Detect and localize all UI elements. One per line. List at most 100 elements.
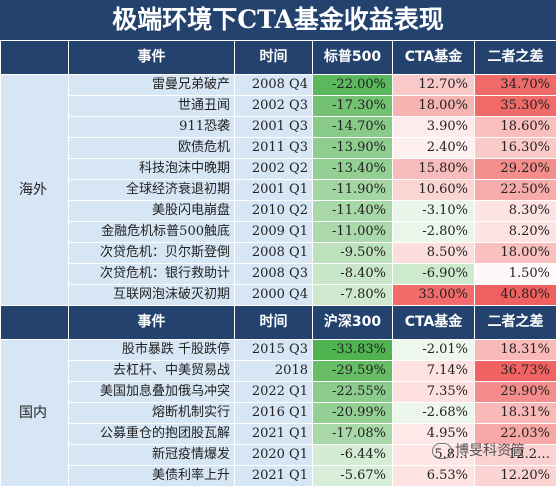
index-return-cell: -7.80%	[313, 285, 393, 306]
index-return-cell: -17.08%	[313, 424, 393, 445]
index-return-cell: -14.70%	[313, 117, 393, 138]
index-return-cell: -20.99%	[313, 403, 393, 424]
index-return-cell: -11.40%	[313, 201, 393, 222]
event-cell: 去杠杆、中美贸易战	[69, 361, 235, 382]
index-return-cell: -13.90%	[313, 138, 393, 159]
difference-cell: 36.73%	[475, 361, 556, 382]
event-cell: 公募重仓的抱团股瓦解	[69, 424, 235, 445]
overseas-header-cell: CTA基金	[393, 41, 475, 75]
time-cell: 2008 Q1	[235, 243, 313, 264]
time-cell: 2018	[235, 361, 313, 382]
index-return-cell: -29.59%	[313, 361, 393, 382]
time-cell: 2021 Q1	[235, 466, 313, 487]
difference-cell: 29.20%	[475, 159, 556, 180]
overseas-header-cell: 时间	[235, 41, 313, 75]
time-cell: 2010 Q2	[235, 201, 313, 222]
time-cell: 2001 Q3	[235, 117, 313, 138]
cta-return-cell: -2.01%	[393, 340, 475, 361]
cta-return-cell: 6.53%	[393, 466, 475, 487]
cta-return-cell: 12.70%	[393, 75, 475, 96]
index-return-cell: -13.40%	[313, 159, 393, 180]
event-cell: 美债利率上升	[69, 466, 235, 487]
page-title: 极端环境下CTA基金收益表现	[0, 0, 556, 40]
cta-return-cell: -6.90%	[393, 264, 475, 285]
event-cell: 新冠疫情爆发	[69, 445, 235, 466]
time-cell: 2015 Q3	[235, 340, 313, 361]
time-cell: 2008 Q3	[235, 264, 313, 285]
cta-return-cell: 18.00%	[393, 96, 475, 117]
event-cell: 911恐袭	[69, 117, 235, 138]
difference-cell: 22.50%	[475, 180, 556, 201]
wechat-icon	[432, 443, 452, 459]
event-cell: 世通丑闻	[69, 96, 235, 117]
cta-return-cell: 8.50%	[393, 243, 475, 264]
overseas-region-label: 海外	[1, 75, 69, 306]
time-cell: 2011 Q3	[235, 138, 313, 159]
difference-cell: 18.60%	[475, 117, 556, 138]
event-cell: 美国加息叠加俄乌冲突	[69, 382, 235, 403]
difference-cell: 18.31%	[475, 340, 556, 361]
index-return-cell: -5.67%	[313, 466, 393, 487]
difference-cell: 12.20%	[475, 466, 556, 487]
difference-cell: 34.70%	[475, 75, 556, 96]
overseas-header-cell: 事件	[69, 41, 235, 75]
domestic-header-cell: 沪深300	[313, 306, 393, 340]
overseas-header-cell: 标普500	[313, 41, 393, 75]
event-cell: 次贷危机：贝尔斯登倒	[69, 243, 235, 264]
time-cell: 2022 Q1	[235, 382, 313, 403]
index-return-cell: -17.30%	[313, 96, 393, 117]
event-cell: 次贷危机：银行救助计	[69, 264, 235, 285]
event-cell: 全球经济衰退初期	[69, 180, 235, 201]
difference-cell: 18.31%	[475, 403, 556, 424]
overseas-header-cell: 二者之差	[475, 41, 556, 75]
index-return-cell: -9.50%	[313, 243, 393, 264]
index-return-cell: -22.00%	[313, 75, 393, 96]
cta-return-cell: 2.40%	[393, 138, 475, 159]
difference-cell: 29.90%	[475, 382, 556, 403]
difference-cell: 16.30%	[475, 138, 556, 159]
time-cell: 2002 Q3	[235, 96, 313, 117]
event-cell: 雷曼兄弟破产	[69, 75, 235, 96]
index-return-cell: -8.40%	[313, 264, 393, 285]
event-cell: 欧债危机	[69, 138, 235, 159]
difference-cell: 18.00%	[475, 243, 556, 264]
cta-return-cell: 7.35%	[393, 382, 475, 403]
index-return-cell: -33.83%	[313, 340, 393, 361]
time-cell: 2002 Q2	[235, 159, 313, 180]
cta-return-cell: 33.00%	[393, 285, 475, 306]
index-return-cell: -22.55%	[313, 382, 393, 403]
event-cell: 金融危机标普500触底	[69, 222, 235, 243]
difference-cell: 8.20%	[475, 222, 556, 243]
cta-return-cell: -2.68%	[393, 403, 475, 424]
watermark: 博旻科资管	[432, 440, 525, 460]
index-return-cell: -6.44%	[313, 445, 393, 466]
time-cell: 2008 Q4	[235, 75, 313, 96]
time-cell: 2016 Q1	[235, 403, 313, 424]
watermark-text: 博旻科资管	[455, 443, 525, 459]
cta-return-cell: 7.14%	[393, 361, 475, 382]
cta-return-cell: 15.80%	[393, 159, 475, 180]
domestic-header-cell: 时间	[235, 306, 313, 340]
domestic-header-cell: 事件	[69, 306, 235, 340]
domestic-header-cell: 二者之差	[475, 306, 556, 340]
cta-return-cell: 3.90%	[393, 117, 475, 138]
difference-cell: 8.30%	[475, 201, 556, 222]
time-cell: 2021 Q1	[235, 424, 313, 445]
event-cell: 股市暴跌 千股跌停	[69, 340, 235, 361]
time-cell: 2001 Q1	[235, 180, 313, 201]
